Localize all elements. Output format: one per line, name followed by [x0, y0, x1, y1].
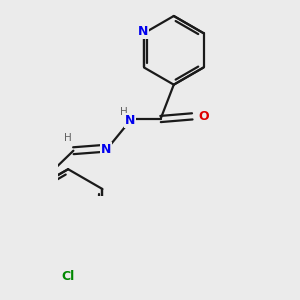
Text: H: H	[120, 107, 128, 117]
Text: H: H	[64, 133, 72, 143]
Text: N: N	[101, 143, 112, 156]
Text: N: N	[125, 114, 135, 127]
Text: O: O	[199, 110, 209, 123]
Text: Cl: Cl	[61, 270, 75, 283]
Text: N: N	[137, 25, 148, 38]
